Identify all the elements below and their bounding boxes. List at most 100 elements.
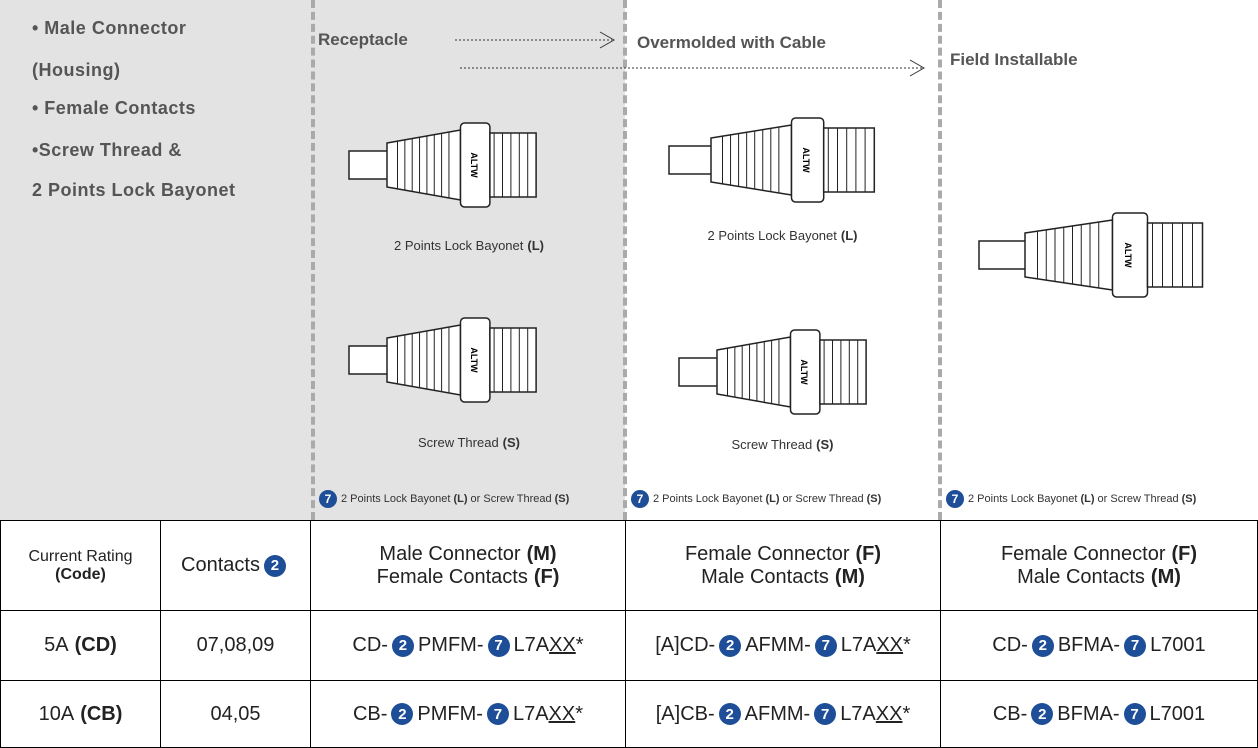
line: 5A (CD) [44, 634, 117, 657]
body [386, 129, 462, 201]
connector-drawing: ALTW [978, 212, 1204, 298]
separator [623, 0, 627, 520]
connector-drawing: ALTW [668, 117, 876, 203]
table-cell: Contacts 2 [160, 520, 310, 610]
part-suffix: L7001 [1150, 634, 1206, 656]
line: Contacts 2 [181, 554, 290, 577]
caption-text: Screw Thread [731, 437, 813, 452]
feature: (Housing) [32, 60, 121, 80]
note-code: (S) [866, 493, 882, 505]
note-text: or Screw Thread [470, 493, 552, 505]
type-code: (M) [834, 565, 865, 588]
type-text: Male Contacts [701, 565, 829, 588]
part-prefix: CB- [352, 702, 388, 725]
front [489, 132, 537, 198]
rating-code: (Code) [55, 565, 106, 583]
note-text: or Screw Thread [782, 493, 864, 505]
part-variant: XX [549, 634, 576, 656]
part-mid: BFMA- [1057, 702, 1120, 725]
line: CB- 2 PMFM- 7 L7A XX * [353, 703, 583, 726]
table-cell: CD- 2 PMFM- 7 L7A XX * [310, 610, 625, 680]
caption-code: (L) [527, 238, 544, 253]
part-star: * [902, 702, 911, 725]
brand: ALTW [469, 347, 479, 373]
part-mid: AFMM- [744, 702, 811, 725]
front [489, 327, 537, 393]
note-text: or Screw Thread [1097, 493, 1179, 505]
part-suffix: L7001 [1149, 702, 1206, 725]
front [822, 127, 876, 193]
type-code: (M) [1150, 565, 1181, 588]
caption-code: (L) [840, 228, 858, 243]
connector-drawing: ALTW [348, 122, 537, 208]
note-code: (S) [554, 493, 570, 505]
line: Male Contacts (M) [701, 566, 865, 589]
contacts-label: Contacts [181, 554, 260, 576]
caption: Screw Thread (S) [625, 437, 940, 452]
type-text: Female Contacts [376, 565, 528, 588]
table-cell: CB- 2 BFMA- 7 L7001 [940, 680, 1258, 748]
note-text: 2 Points Lock Bayonet [653, 493, 763, 505]
note-code: (L) [453, 493, 468, 505]
table-cell: CB- 2 PMFM- 7 L7A XX * [310, 680, 625, 748]
brand: ALTW [469, 152, 479, 178]
line: [A]CB- 2 AFMM- 7 L7A XX * [656, 702, 911, 726]
table-cell: 07,08,09 [160, 610, 310, 680]
type-text: Male Contacts [1017, 565, 1145, 588]
feature: • Male Connector [32, 18, 187, 38]
part-mid: PMFM- [417, 634, 484, 656]
part-prefix: [A]CD- [655, 634, 716, 656]
column-title: Receptacle [318, 30, 408, 49]
line: CD- 2 BFMA- 7 L7001 [992, 634, 1206, 657]
part-suffix: L7A [840, 634, 877, 656]
note-text: 2 Points Lock Bayonet [968, 493, 1078, 505]
contacts: 07,08,09 [196, 634, 275, 656]
table-cell: 10A (CB) [0, 680, 160, 748]
badge: 7 [814, 634, 837, 657]
part-suffix: L7A [512, 702, 549, 725]
part-variant: XX [875, 702, 903, 725]
badge: 7 [1124, 634, 1147, 657]
badge: 2 [1031, 703, 1054, 725]
rating: 5A [44, 634, 69, 656]
badge: 7 [486, 703, 509, 725]
table-cell: [A]CD- 2 AFMM- 7 L7A XX * [625, 610, 940, 680]
part-mid: PMFM- [417, 702, 483, 725]
feature: • Female Contacts [32, 98, 196, 118]
caption-text: Screw Thread [417, 435, 499, 450]
separator [311, 0, 315, 520]
feature: •Screw Thread & [32, 140, 182, 160]
part-star: * [575, 634, 584, 656]
part-prefix: CB- [992, 702, 1028, 725]
arrows [455, 31, 926, 77]
note: 7 2 Points Lock Bayonet (L) or Screw Thread… [946, 490, 1196, 508]
arrow-head [599, 31, 616, 49]
badge: 7 [319, 490, 337, 508]
note-text: 2 Points Lock Bayonet [341, 493, 451, 505]
line: Male Connector (M) [379, 543, 556, 566]
badge: 7 [1123, 703, 1146, 725]
badge: 7 [487, 634, 510, 657]
note: 7 2 Points Lock Bayonet (L) or Screw Thread… [631, 490, 881, 508]
table-cell: 5A (CD) [0, 610, 160, 680]
note-code: (L) [765, 493, 780, 505]
line: Female Connector (F) [685, 543, 881, 566]
caption-text: 2 Points Lock Bayonet [707, 228, 837, 243]
brand: ALTW [801, 147, 811, 173]
column-title: Overmolded with Cable [637, 33, 826, 52]
part-mid: AFMM- [745, 634, 811, 656]
badge: 7 [631, 490, 649, 508]
brand: ALTW [1123, 242, 1133, 268]
caption-code: (S) [816, 437, 834, 452]
body [716, 336, 792, 408]
type-text: Female Connector [684, 542, 850, 565]
badge: 2 [718, 703, 741, 725]
type-text: Female Connector [1000, 542, 1166, 565]
note: 7 2 Points Lock Bayonet (L) or Screw Thread… [319, 490, 569, 508]
type-text: Male Connector [379, 542, 521, 565]
contacts: 04,05 [210, 702, 261, 725]
column-title: Field Installable [950, 50, 1078, 69]
part-star: * [903, 634, 911, 656]
part-variant: XX [876, 634, 904, 656]
